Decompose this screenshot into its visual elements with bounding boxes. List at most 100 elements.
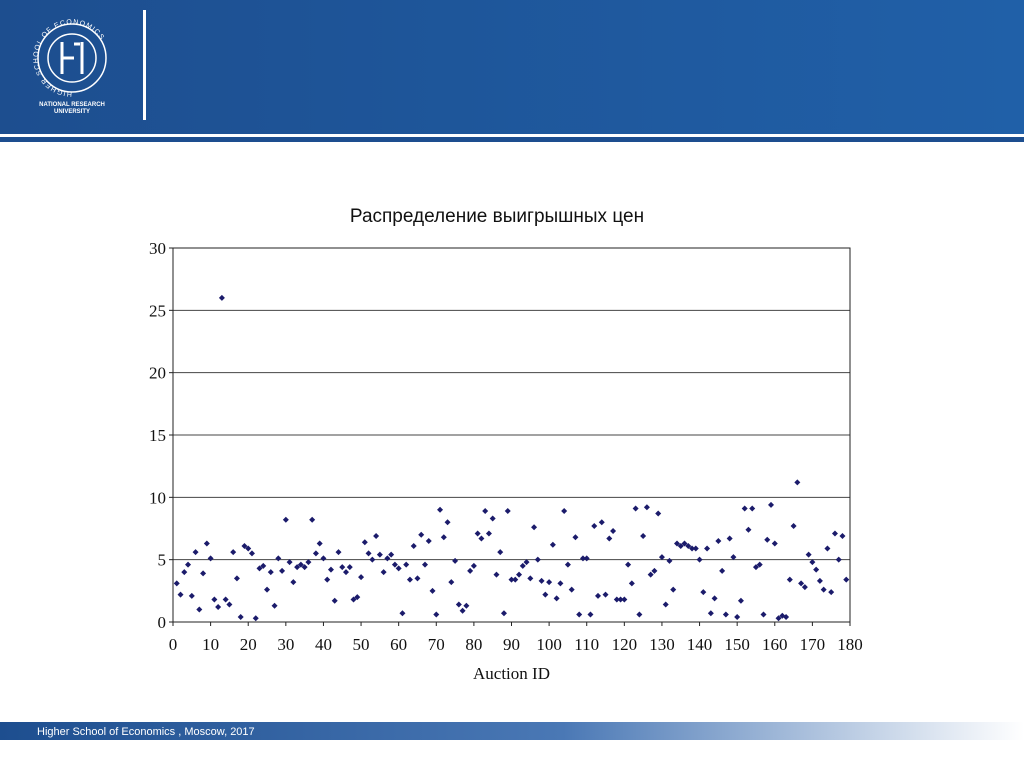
point (493, 571, 500, 578)
point (448, 579, 455, 586)
point (399, 610, 406, 617)
point (516, 571, 523, 578)
point (794, 479, 801, 486)
point (252, 615, 259, 622)
point (632, 505, 639, 512)
x-tick-label: 70 (428, 635, 445, 654)
x-tick-label: 0 (169, 635, 178, 654)
x-tick-label: 140 (687, 635, 713, 654)
point (260, 562, 267, 569)
point (737, 597, 744, 604)
point (207, 555, 214, 562)
point (546, 579, 553, 586)
point (583, 555, 590, 562)
point (395, 565, 402, 572)
point (643, 504, 650, 511)
point (222, 596, 229, 603)
point (327, 566, 334, 573)
x-tick-label: 170 (800, 635, 826, 654)
point (365, 550, 372, 557)
point (621, 596, 628, 603)
y-tick-label: 30 (149, 239, 166, 258)
x-tick-label: 110 (574, 635, 599, 654)
point (538, 577, 545, 584)
point (504, 508, 511, 515)
point (410, 542, 417, 549)
point (519, 562, 526, 569)
point (211, 596, 218, 603)
point (433, 611, 440, 618)
point (245, 545, 252, 552)
point (752, 564, 759, 571)
point (760, 611, 767, 618)
point (839, 532, 846, 539)
point (267, 569, 274, 576)
point (564, 561, 571, 568)
logo-inner (47, 33, 97, 83)
point (636, 611, 643, 618)
point (181, 569, 188, 576)
point (835, 556, 842, 563)
point (783, 614, 790, 621)
x-tick-label: 10 (202, 635, 219, 654)
point (831, 530, 838, 537)
point (579, 555, 586, 562)
point (730, 554, 737, 561)
x-tick-label: 60 (390, 635, 407, 654)
point (350, 596, 357, 603)
point (237, 614, 244, 621)
point (790, 523, 797, 530)
point (610, 527, 617, 534)
point (531, 524, 538, 531)
point (647, 571, 654, 578)
point (354, 594, 361, 601)
point (768, 501, 775, 508)
point (685, 542, 692, 549)
point (606, 535, 613, 542)
point (429, 587, 436, 594)
point (290, 579, 297, 586)
point (719, 567, 726, 574)
point (512, 576, 519, 583)
point (595, 592, 602, 599)
point (500, 610, 507, 617)
point (549, 541, 556, 548)
logo-ring (37, 23, 107, 93)
logo-mark (60, 42, 84, 74)
point (226, 601, 233, 608)
point (324, 576, 331, 583)
point (816, 577, 823, 584)
point (233, 575, 240, 582)
point (388, 551, 395, 558)
point (591, 523, 598, 530)
point (248, 550, 255, 557)
point (380, 569, 387, 576)
point (749, 505, 756, 512)
point (764, 536, 771, 543)
x-tick-label: 120 (612, 635, 638, 654)
point (361, 539, 368, 546)
point (185, 561, 192, 568)
point (384, 555, 391, 562)
point (218, 294, 225, 301)
point (467, 567, 474, 574)
point (715, 537, 722, 544)
point (756, 561, 763, 568)
point (523, 559, 530, 566)
point (196, 606, 203, 613)
point (312, 550, 319, 557)
y-tick-label: 15 (149, 426, 166, 445)
point (339, 564, 346, 571)
x-tick-label: 30 (277, 635, 294, 654)
point (711, 595, 718, 602)
university-line: NATIONAL RESEARCH (39, 102, 105, 108)
point (843, 576, 850, 583)
point (358, 574, 365, 581)
point (188, 592, 195, 599)
y-tick-label: 5 (158, 551, 167, 570)
point (677, 542, 684, 549)
point (824, 545, 831, 552)
point (177, 591, 184, 598)
point (508, 576, 515, 583)
